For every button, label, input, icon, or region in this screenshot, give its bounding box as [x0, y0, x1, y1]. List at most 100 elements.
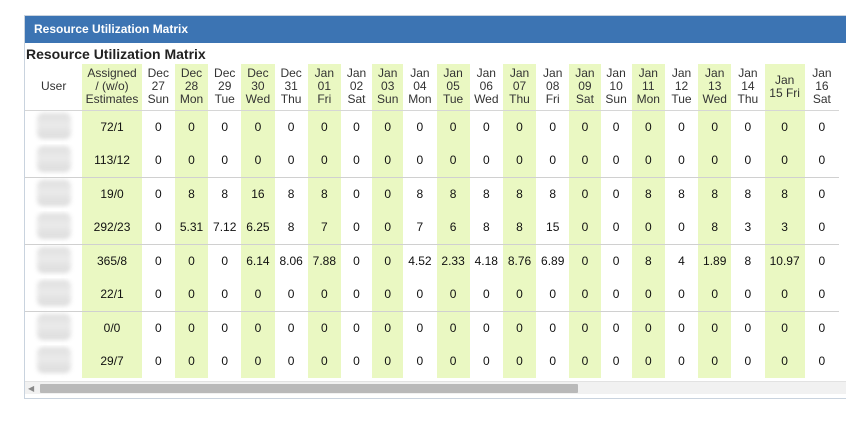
redacted-user-name — [36, 346, 71, 373]
day-hours-cell: 0 — [818, 321, 826, 335]
resource-utilization-panel: Resource Utilization Matrix Resource Uti… — [24, 15, 846, 399]
column-header-day[interactable]: Jan 03 Sun — [372, 64, 404, 111]
redacted-user-name — [36, 179, 71, 206]
day-hours-cell: 0 — [372, 143, 404, 178]
table-row[interactable]: 0/0 0 0 0 0 0 0 0 0 0 0 0 0 0 0 0 0 0 0 0 0 0 — [25, 311, 839, 345]
user-cell[interactable] — [25, 311, 82, 345]
day-hours-cell: 0 — [731, 143, 765, 178]
header-line: Mon — [636, 92, 660, 107]
user-cell[interactable] — [25, 244, 82, 278]
day-hours-cell: 8 — [698, 210, 732, 245]
user-cell[interactable] — [25, 277, 83, 312]
day-hours-cell: 0 — [154, 187, 162, 201]
table-row[interactable]: 365/8 0 0 0 6.14 8.06 7.88 0 0 4.52 2.33 4.18 8.76 6.… — [25, 244, 839, 278]
header-line: Mon — [408, 92, 432, 107]
day-hours-cell: 0 — [436, 110, 470, 144]
day-hours-cell: 8 — [502, 177, 537, 211]
day-hours-cell: 6 — [436, 210, 470, 245]
header-line: Fri — [545, 92, 560, 107]
day-hours-cell: 0 — [221, 254, 229, 268]
table-row[interactable]: 29/7 0 0 0 0 0 0 0 0 0 0 0 0 0 0 0 0 0 0 0 0 0 — [25, 344, 839, 379]
column-header-day[interactable]: Jan 11 Mon — [631, 64, 665, 111]
user-cell[interactable] — [25, 345, 82, 379]
day-hours-cell: 0 — [372, 311, 404, 345]
user-cell[interactable] — [25, 143, 83, 178]
day-hours-cell: 4.18 — [474, 254, 498, 268]
arrow-left-icon[interactable]: ◀ — [28, 384, 35, 393]
column-header-day[interactable]: Jan 16 Sat — [804, 64, 839, 111]
day-hours-cell: 0 — [502, 344, 537, 378]
header-line: 29 — [218, 79, 232, 94]
day-hours-cell: 0 — [287, 321, 295, 335]
header-line: 06 — [479, 79, 493, 94]
user-cell[interactable] — [25, 210, 83, 245]
day-hours-cell: 0 — [307, 110, 341, 144]
column-header-day[interactable]: Dec 28 Mon — [174, 64, 209, 111]
column-header-day[interactable]: Dec 31 Thu — [274, 64, 308, 111]
table-row[interactable]: 72/1 0 0 0 0 0 0 0 0 0 0 0 0 0 0 0 0 0 0 0 0 0 — [25, 110, 839, 144]
day-hours-cell: 0 — [353, 354, 360, 369]
header-line: Jan — [671, 66, 692, 81]
table-row[interactable]: 113/12 0 0 0 0 0 0 0 0 0 0 0 0 0 0 0 0 0 0 0 0 0 — [25, 143, 839, 178]
header-line: Jan — [476, 66, 496, 81]
assigned-cell: 0/0 — [82, 311, 142, 345]
column-header-day[interactable]: Dec 27 Sun — [141, 64, 175, 111]
day-hours-cell: 8 — [631, 177, 665, 211]
column-header-day[interactable]: Jan 01 Fri — [307, 64, 341, 111]
day-hours-cell: 0 — [569, 277, 601, 312]
day-hours-cell: 0 — [416, 120, 424, 134]
table-row[interactable]: 292/23 0 5.31 7.12 6.25 8 7 0 0 7 6 8 8 15 0 0 0 0 8 3 3 0 — [25, 210, 839, 245]
day-hours-cell: 0 — [436, 344, 470, 378]
header-line: Jan — [606, 66, 626, 81]
column-header-day[interactable]: Jan 08 Fri — [536, 64, 570, 111]
header-line: / (w/o) — [95, 79, 129, 94]
header-line: 30 — [251, 79, 265, 94]
header-line: Sun — [605, 92, 627, 107]
scrollbar-thumb[interactable] — [40, 384, 578, 393]
day-hours-cell: 0 — [353, 120, 360, 134]
column-header-day[interactable]: Dec 29 Tue — [208, 64, 242, 111]
day-hours-cell: 0 — [569, 344, 601, 378]
column-header-day[interactable]: Jan 06 Wed — [469, 64, 503, 111]
header-line: Jan — [812, 66, 832, 81]
table-row[interactable]: 22/1 0 0 0 0 0 0 0 0 0 0 0 0 0 0 0 0 0 0 0 0 0 — [25, 277, 839, 312]
header-line: Thu — [737, 92, 759, 107]
column-header-day[interactable]: Jan 09 Sat — [569, 64, 601, 111]
day-hours-cell: 0 — [631, 210, 665, 245]
day-hours-cell: 8 — [469, 210, 503, 245]
header-line: Jan — [575, 66, 595, 81]
header-line: Dec — [214, 66, 236, 81]
day-hours-cell: 0 — [744, 321, 752, 335]
column-header-day[interactable]: Jan 05 Tue — [436, 64, 470, 111]
column-header-day[interactable]: Jan 07 Thu — [502, 64, 537, 111]
column-header-day[interactable]: Jan 13 Wed — [698, 64, 732, 111]
matrix-grid-viewport[interactable]: User Assigned / (w/o) Estimates Dec 27 Sun Dec 2… — [25, 64, 846, 381]
header-line: 12 — [674, 79, 689, 94]
day-hours-cell: 2.33 — [436, 244, 470, 278]
day-hours-cell: 0 — [469, 143, 503, 178]
day-hours-cell: 0 — [502, 143, 537, 178]
column-header-assigned[interactable]: Assigned / (w/o) Estimates — [82, 64, 142, 111]
horizontal-scrollbar[interactable]: ◀ — [25, 381, 846, 394]
header-line: Jan — [378, 66, 398, 81]
column-header-day[interactable]: Jan 04 Mon — [403, 64, 437, 111]
user-cell[interactable] — [25, 110, 82, 144]
day-hours-cell: 7 — [307, 210, 341, 245]
column-header-day[interactable]: Jan 12 Tue — [664, 64, 699, 111]
day-hours-cell: 0 — [340, 210, 373, 245]
day-hours-cell: 1.89 — [698, 244, 732, 278]
day-hours-cell: 0 — [764, 143, 805, 178]
table-row[interactable]: 19/0 0 8 8 16 8 8 0 0 8 8 8 8 8 0 0 8 8 8 8 8 0 — [25, 177, 839, 211]
day-hours-cell: 0 — [549, 321, 557, 335]
column-header-day[interactable]: Jan 14 Thu — [731, 64, 765, 111]
column-header-user[interactable]: User — [25, 64, 83, 111]
user-cell[interactable] — [25, 177, 82, 211]
day-hours-cell: 16 — [241, 177, 275, 211]
column-header-day[interactable]: Jan 15 Fri — [764, 64, 805, 111]
header-line: 15 Fri — [769, 85, 800, 100]
column-header-day[interactable]: Dec 30 Wed — [241, 64, 275, 111]
day-hours-cell: 0 — [764, 277, 805, 312]
column-header-day[interactable]: Jan 02 Sat — [340, 64, 373, 111]
column-header-day[interactable]: Jan 10 Sun — [600, 64, 632, 111]
panel-header: Resource Utilization Matrix — [25, 16, 846, 43]
